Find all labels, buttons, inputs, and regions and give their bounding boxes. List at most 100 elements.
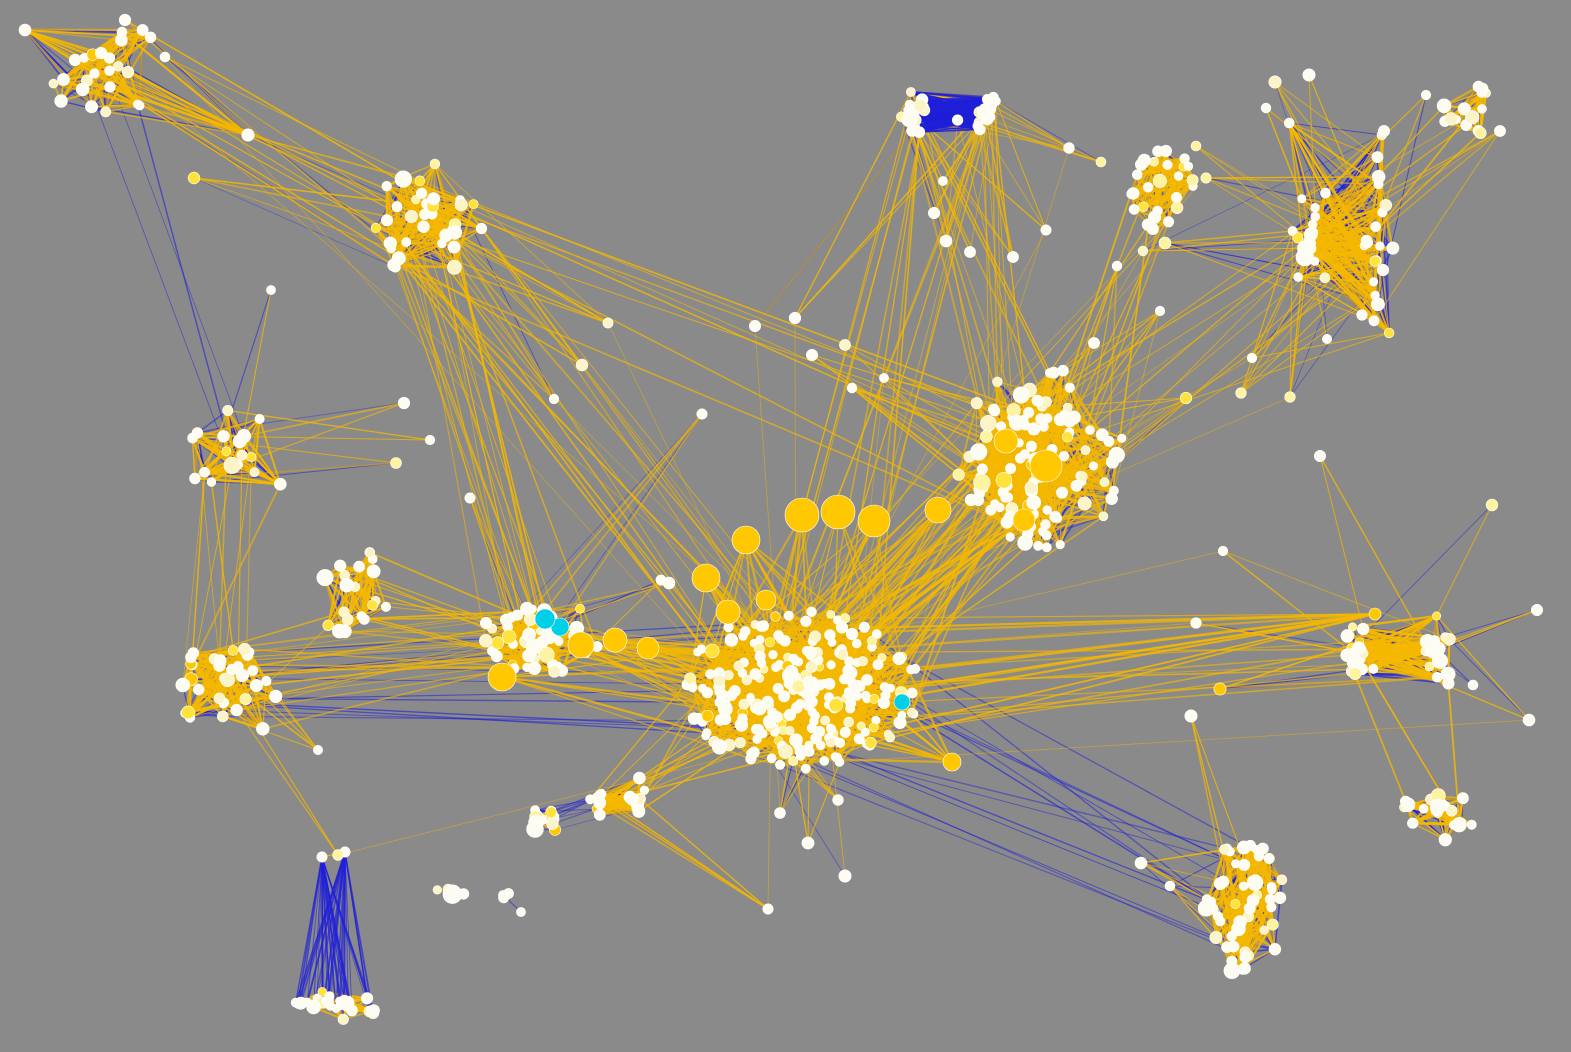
- graph-node[interactable]: [475, 222, 488, 235]
- graph-node[interactable]: [1117, 433, 1127, 443]
- graph-node[interactable]: [752, 701, 767, 716]
- graph-node[interactable]: [764, 637, 775, 648]
- graph-node[interactable]: [414, 175, 425, 186]
- graph-node[interactable]: [381, 181, 392, 192]
- graph-node[interactable]: [191, 427, 204, 439]
- graph-node-large[interactable]: [820, 494, 856, 530]
- graph-node[interactable]: [1531, 603, 1544, 616]
- graph-node[interactable]: [1266, 882, 1277, 892]
- graph-node[interactable]: [1035, 413, 1047, 425]
- graph-node[interactable]: [1340, 629, 1355, 643]
- graph-node[interactable]: [1264, 893, 1276, 905]
- graph-node[interactable]: [104, 65, 115, 76]
- graph-node[interactable]: [871, 629, 882, 640]
- graph-node[interactable]: [1105, 492, 1118, 505]
- graph-node[interactable]: [306, 999, 321, 1015]
- graph-node[interactable]: [227, 645, 239, 656]
- graph-node[interactable]: [1466, 819, 1477, 830]
- graph-node[interactable]: [1005, 532, 1015, 542]
- graph-node[interactable]: [1368, 315, 1380, 327]
- graph-node[interactable]: [1295, 248, 1314, 267]
- graph-node[interactable]: [217, 710, 229, 723]
- graph-node[interactable]: [479, 634, 493, 648]
- graph-node[interactable]: [964, 493, 978, 507]
- graph-node[interactable]: [1474, 126, 1487, 139]
- graph-node[interactable]: [1008, 414, 1026, 431]
- graph-node[interactable]: [1522, 713, 1536, 727]
- graph-node[interactable]: [1162, 159, 1173, 170]
- graph-node[interactable]: [1111, 260, 1123, 272]
- graph-node[interactable]: [1292, 232, 1304, 244]
- graph-node[interactable]: [1223, 962, 1241, 980]
- graph-node[interactable]: [1152, 173, 1167, 188]
- graph-node[interactable]: [316, 569, 334, 587]
- graph-node[interactable]: [511, 609, 524, 621]
- graph-node[interactable]: [1293, 272, 1303, 282]
- graph-node[interactable]: [370, 222, 381, 233]
- graph-node[interactable]: [1368, 663, 1379, 674]
- graph-node[interactable]: [952, 468, 965, 481]
- graph-node[interactable]: [768, 649, 778, 660]
- graph-node[interactable]: [802, 675, 817, 690]
- graph-node-large[interactable]: [567, 631, 595, 659]
- graph-node[interactable]: [380, 601, 391, 612]
- graph-node[interactable]: [788, 311, 802, 325]
- graph-node[interactable]: [189, 472, 201, 485]
- graph-node[interactable]: [1287, 226, 1298, 236]
- graph-node[interactable]: [548, 393, 560, 405]
- graph-node[interactable]: [973, 474, 991, 492]
- graph-node[interactable]: [241, 128, 255, 142]
- graph-node[interactable]: [593, 796, 606, 810]
- graph-node[interactable]: [364, 547, 376, 558]
- graph-node[interactable]: [901, 110, 918, 128]
- graph-node[interactable]: [770, 611, 781, 622]
- graph-node[interactable]: [358, 614, 370, 625]
- graph-node[interactable]: [913, 99, 928, 113]
- graph-node[interactable]: [741, 674, 752, 686]
- graph-node[interactable]: [321, 994, 334, 1008]
- graph-node[interactable]: [1164, 880, 1176, 892]
- graph-node[interactable]: [1040, 519, 1051, 530]
- graph-node[interactable]: [236, 429, 252, 444]
- graph-node[interactable]: [702, 728, 712, 738]
- graph-node[interactable]: [353, 560, 365, 573]
- graph-node[interactable]: [704, 643, 720, 659]
- graph-node[interactable]: [784, 664, 799, 679]
- graph-node[interactable]: [1348, 622, 1358, 632]
- graph-node[interactable]: [1088, 337, 1100, 349]
- graph-node[interactable]: [75, 82, 90, 97]
- graph-node[interactable]: [1419, 633, 1435, 650]
- graph-node[interactable]: [1379, 199, 1393, 212]
- graph-node[interactable]: [1303, 227, 1318, 242]
- graph-node[interactable]: [779, 635, 791, 647]
- graph-node[interactable]: [1369, 255, 1381, 267]
- graph-node[interactable]: [734, 737, 746, 749]
- graph-node[interactable]: [979, 430, 993, 443]
- graph-node-large[interactable]: [602, 627, 628, 653]
- cyan-node-3[interactable]: [893, 693, 911, 711]
- graph-node[interactable]: [749, 668, 762, 680]
- graph-node[interactable]: [1134, 856, 1148, 870]
- graph-node[interactable]: [404, 210, 418, 224]
- graph-node[interactable]: [1159, 144, 1172, 158]
- graph-node[interactable]: [199, 466, 210, 478]
- graph-node[interactable]: [1148, 210, 1162, 224]
- graph-node[interactable]: [1238, 858, 1251, 871]
- graph-node[interactable]: [696, 644, 707, 654]
- graph-node[interactable]: [800, 763, 811, 774]
- graph-node[interactable]: [1062, 413, 1077, 428]
- graph-node[interactable]: [1420, 89, 1432, 101]
- graph-node[interactable]: [913, 126, 926, 139]
- graph-node[interactable]: [206, 477, 217, 487]
- graph-node[interactable]: [1132, 169, 1143, 180]
- graph-node[interactable]: [312, 744, 323, 755]
- graph-node[interactable]: [1058, 451, 1070, 462]
- graph-node[interactable]: [1432, 652, 1449, 669]
- graph-node[interactable]: [988, 403, 1000, 415]
- graph-node[interactable]: [1108, 446, 1125, 464]
- graph-node[interactable]: [1137, 153, 1151, 167]
- graph-node[interactable]: [525, 638, 542, 655]
- graph-node[interactable]: [1476, 82, 1489, 95]
- graph-node[interactable]: [772, 682, 784, 694]
- graph-node[interactable]: [1098, 511, 1109, 522]
